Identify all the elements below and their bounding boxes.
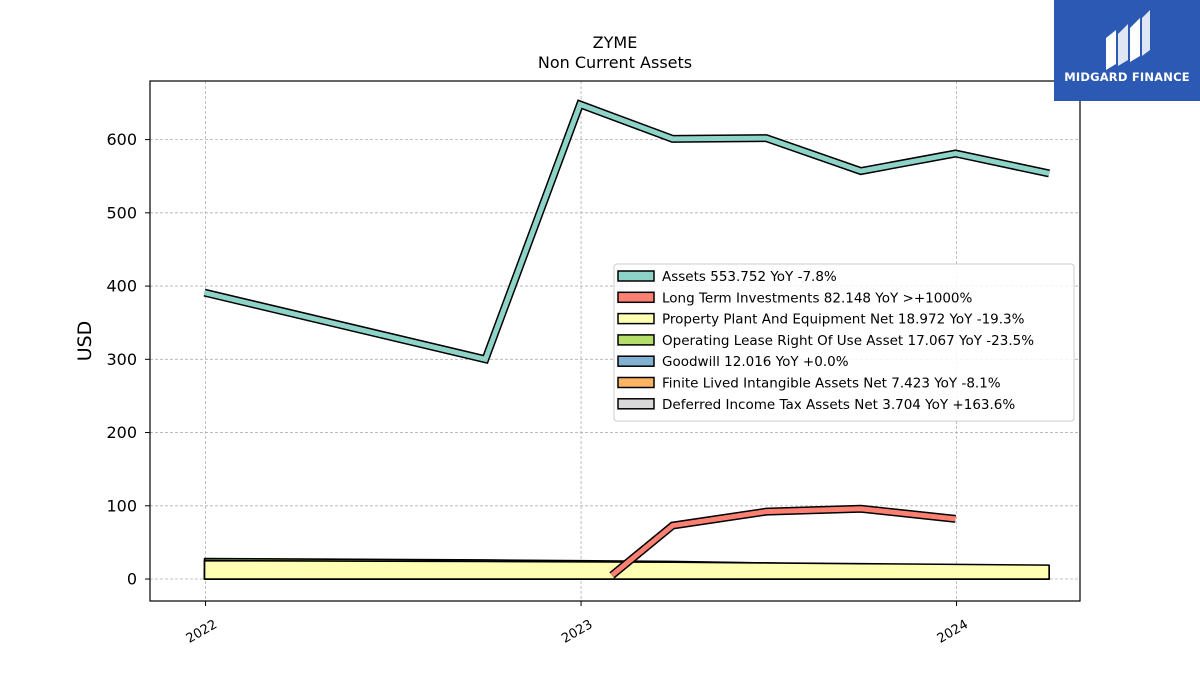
legend-label: Operating Lease Right Of Use Asset 17.06… bbox=[662, 333, 1034, 349]
y-tick-label: 600 bbox=[106, 130, 137, 149]
legend-swatch bbox=[617, 312, 655, 325]
legend-label: Long Term Investments 82.148 YoY >+1000% bbox=[662, 290, 973, 306]
x-tick-label: 2022 bbox=[184, 617, 220, 647]
series-property-plant-and-equipment-net bbox=[203, 559, 1050, 580]
y-tick-label: 0 bbox=[127, 570, 137, 589]
legend-box bbox=[613, 263, 1075, 422]
y-tick-label: 100 bbox=[106, 496, 137, 515]
series-assets bbox=[203, 99, 1050, 365]
legend-swatch bbox=[617, 376, 655, 389]
series-line bbox=[203, 101, 1050, 363]
y-tick-label: 400 bbox=[106, 277, 137, 296]
brand-logo: MIDGARD FINANCE bbox=[1054, 0, 1200, 101]
legend-label: Goodwill 12.016 YoY +0.0% bbox=[662, 354, 849, 370]
legend-label: Deferred Income Tax Assets Net 3.704 YoY… bbox=[662, 397, 1015, 413]
legend-swatch bbox=[617, 398, 655, 410]
legend-label: Property Plant And Equipment Net 18.972 … bbox=[662, 312, 1025, 328]
x-tick-label: 2023 bbox=[559, 617, 595, 647]
series-group bbox=[203, 99, 1050, 580]
legend-swatch bbox=[617, 334, 655, 346]
y-axis-label: USD bbox=[74, 321, 96, 362]
y-tick-label: 300 bbox=[106, 350, 137, 369]
plot-frame bbox=[149, 80, 1081, 602]
midgard-logo-icon bbox=[1106, 10, 1150, 70]
legend-label: Assets 553.752 YoY -7.8% bbox=[662, 269, 837, 285]
x-tick-label: 2024 bbox=[935, 617, 971, 647]
series-long-term-investments bbox=[609, 504, 956, 579]
legend-swatch bbox=[617, 291, 655, 304]
legend-swatch bbox=[617, 270, 655, 282]
y-tick-label: 500 bbox=[106, 203, 137, 222]
legend-label: Finite Lived Intangible Assets Net 7.423… bbox=[662, 376, 1001, 392]
series-area bbox=[203, 559, 1050, 580]
legend: Assets 553.752 YoY -7.8% Long Term Invest… bbox=[613, 263, 1075, 422]
brand-name: MIDGARD FINANCE bbox=[1064, 70, 1190, 84]
chart-title: ZYME bbox=[593, 33, 638, 52]
legend-swatch bbox=[617, 355, 655, 367]
chart-subtitle: Non Current Assets bbox=[538, 53, 692, 72]
y-tick-label: 200 bbox=[106, 423, 137, 442]
